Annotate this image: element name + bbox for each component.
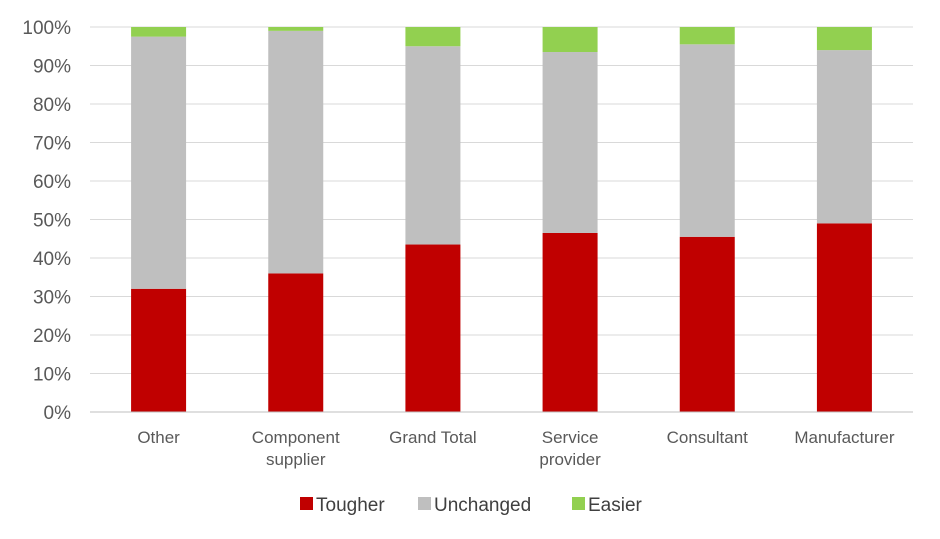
y-tick-label: 90% (33, 57, 71, 78)
x-category-label: provider (539, 450, 601, 469)
legend-swatch-tougher (300, 497, 313, 510)
x-category-label: supplier (266, 450, 326, 469)
x-category-label: Other (137, 428, 180, 447)
y-tick-label: 0% (44, 403, 72, 424)
y-tick-label: 40% (33, 249, 71, 270)
y-tick-label: 50% (33, 211, 71, 232)
bar-tougher-0 (131, 288, 187, 412)
bar-easier-4 (679, 27, 735, 45)
y-tick-label: 70% (33, 134, 71, 155)
bar-unchanged-3 (542, 52, 598, 233)
legend: Tougher Unchanged Easier (300, 495, 643, 516)
bars (131, 27, 872, 412)
legend-label-unchanged: Unchanged (434, 495, 531, 516)
x-category-label: Consultant (667, 428, 749, 447)
bar-tougher-1 (268, 273, 324, 412)
x-category-label: Manufacturer (794, 428, 894, 447)
y-tick-label: 10% (33, 365, 71, 386)
bar-easier-0 (131, 27, 187, 37)
gridlines (90, 26, 913, 413)
x-category-label: Grand Total (389, 428, 477, 447)
bar-easier-2 (405, 27, 461, 47)
x-category-label: Service (542, 428, 599, 447)
x-category-label: Component (252, 428, 340, 447)
y-tick-label: 60% (33, 172, 71, 193)
y-tick-label: 100% (22, 18, 71, 39)
legend-label-easier: Easier (588, 495, 643, 516)
bar-tougher-2 (405, 244, 461, 412)
bar-easier-5 (816, 27, 872, 51)
legend-swatch-unchanged (418, 497, 431, 510)
y-tick-label: 30% (33, 288, 71, 309)
bar-tougher-4 (679, 236, 735, 412)
y-tick-label: 20% (33, 326, 71, 347)
x-axis-category-labels: Other Component supplier Grand Total Service… (137, 428, 895, 469)
bar-unchanged-4 (679, 44, 735, 237)
y-tick-label: 80% (33, 95, 71, 116)
bar-tougher-5 (816, 223, 872, 412)
bar-easier-3 (542, 27, 598, 53)
y-axis-tick-labels: 0% 10% 20% 30% 40% 50% 60% 70% 80% 90% 100% (22, 18, 71, 424)
bar-unchanged-2 (405, 46, 461, 245)
bar-unchanged-0 (131, 36, 187, 289)
bar-unchanged-5 (816, 50, 872, 224)
bar-tougher-3 (542, 232, 598, 412)
legend-swatch-easier (572, 497, 585, 510)
legend-label-tougher: Tougher (316, 495, 385, 516)
bar-unchanged-1 (268, 30, 324, 274)
bar-easier-1 (268, 27, 324, 31)
